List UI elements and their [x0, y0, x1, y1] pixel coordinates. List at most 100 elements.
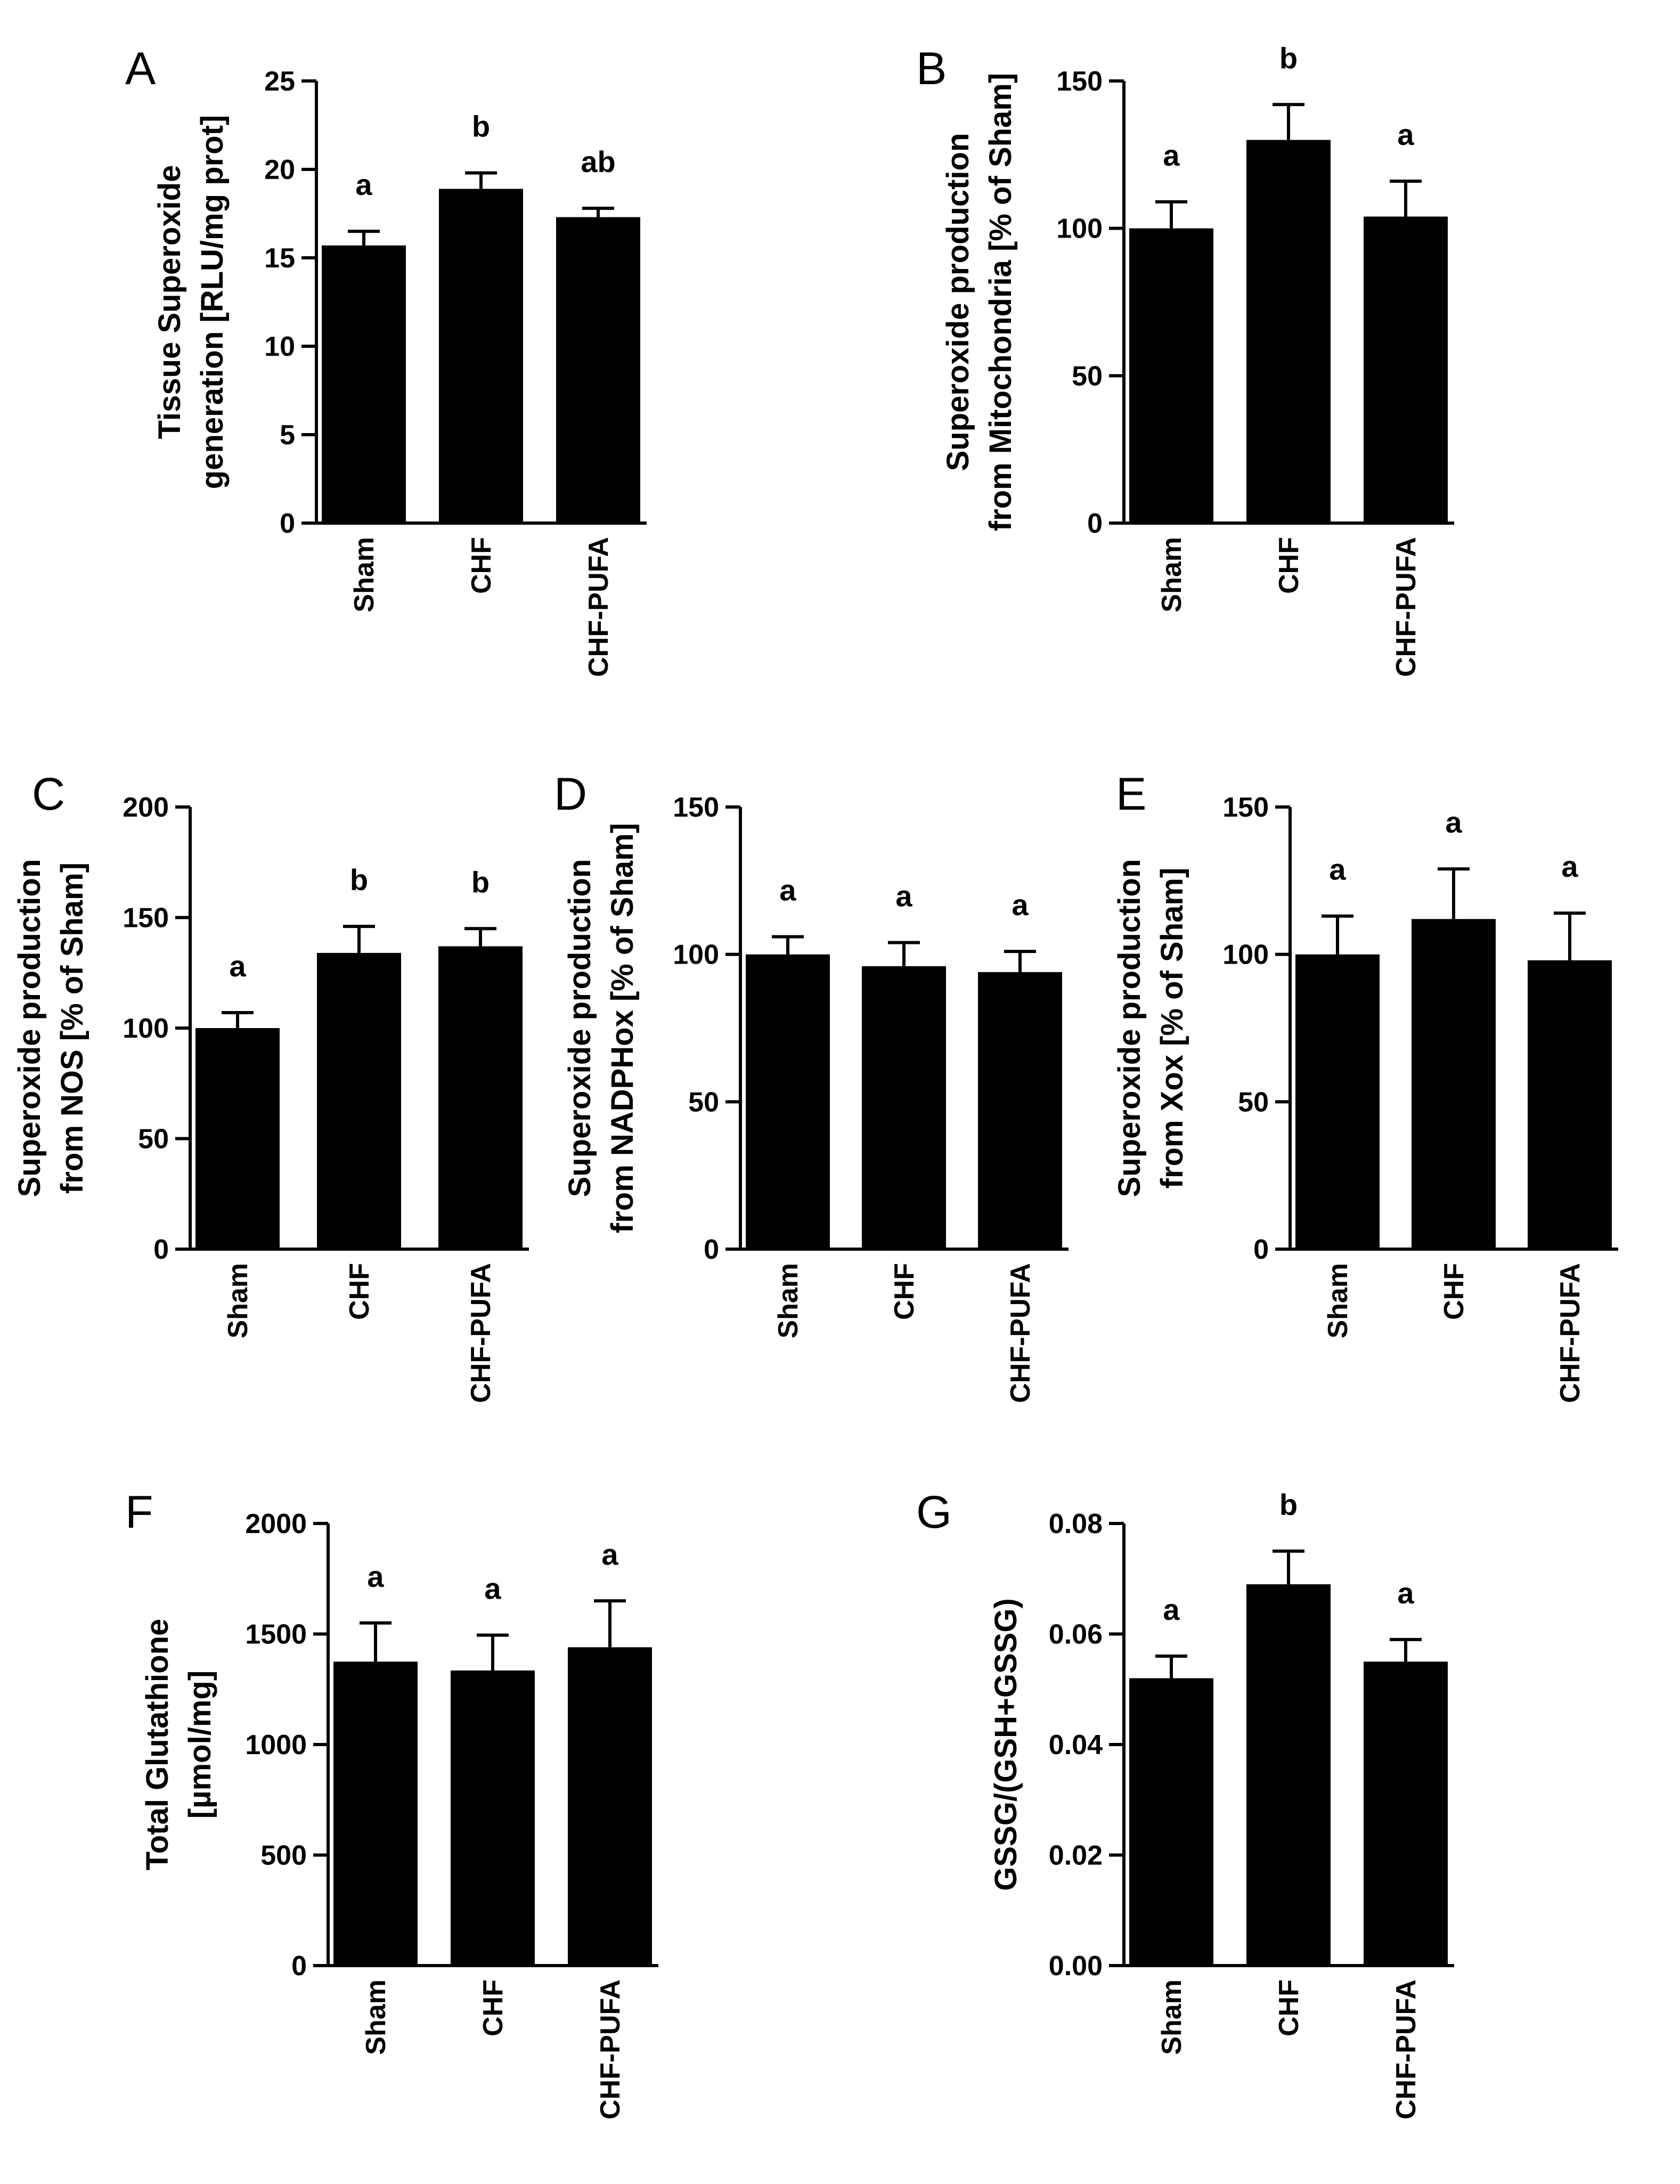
- x-tick-label: CHF-PUFA: [1555, 1263, 1586, 1403]
- significance-label: a: [779, 873, 796, 907]
- y-tick-label: 50: [138, 1124, 169, 1155]
- x-tick-label: Sham: [223, 1263, 254, 1339]
- y-tick-label: 10: [264, 331, 295, 362]
- x-tick-label: Sham: [1156, 1979, 1187, 2055]
- y-tick-label: 50: [1072, 361, 1103, 392]
- y-axis-title: Superoxide production: [1112, 859, 1147, 1197]
- bar: [1295, 954, 1380, 1249]
- bar: [556, 217, 640, 523]
- significance-label: ab: [581, 145, 615, 178]
- y-tick-label: 25: [264, 66, 295, 97]
- x-tick-label: CHF-PUFA: [1391, 1979, 1422, 2120]
- y-axis-title: Superoxide production: [12, 859, 47, 1197]
- x-tick-label: Sham: [773, 1263, 804, 1339]
- y-tick-label: 0.02: [1049, 1840, 1103, 1871]
- significance-label: b: [1279, 41, 1298, 75]
- y-tick-label: 0: [291, 1951, 307, 1982]
- y-axis-title: from Xox [% of Sham]: [1155, 868, 1189, 1189]
- chart-panel-e: Ea a a 0 50 100 150 Sham CHF CHF-PUFA Superoxide p…: [1112, 769, 1618, 1403]
- panel-label: F: [125, 1487, 153, 1538]
- y-tick-label: 0: [1253, 1234, 1269, 1265]
- significance-label: a: [895, 879, 912, 913]
- significance-label: a: [367, 1560, 384, 1593]
- significance-label: a: [1561, 850, 1578, 883]
- x-tick-label: CHF: [466, 537, 497, 594]
- bar: [1364, 1661, 1448, 1966]
- chart-panel-f: Fa a a 0 500 1000 1500 2000 Sham CHF CHF-PUFA Total…: [125, 1487, 658, 2120]
- significance-label: a: [484, 1572, 501, 1606]
- y-tick-label: 100: [123, 1013, 169, 1044]
- x-tick-label: CHF: [1439, 1263, 1470, 1320]
- x-tick-label: CHF: [889, 1263, 920, 1320]
- y-axis-title: from NADPHox [% of Sham]: [605, 823, 640, 1233]
- x-tick-label: CHF-PUFA: [595, 1979, 626, 2120]
- bar: [317, 952, 401, 1249]
- bar: [1129, 228, 1213, 524]
- chart-panel-g: Ga b a 0.00 0.02 0.04 0.06 0.08 Sham CHF CHF-PUFA G…: [916, 1487, 1454, 2120]
- y-axis-title: Tissue Superoxide: [152, 165, 187, 439]
- y-tick-label: 20: [264, 154, 295, 185]
- significance-label: a: [601, 1537, 618, 1571]
- significance-label: a: [229, 949, 246, 983]
- panel-label: D: [554, 769, 587, 820]
- x-tick-label: Sham: [1156, 537, 1187, 613]
- significance-label: a: [1397, 118, 1414, 151]
- significance-label: a: [1329, 853, 1346, 886]
- y-tick-label: 2000: [245, 1509, 307, 1539]
- y-tick-label: 1500: [245, 1619, 307, 1650]
- bar: [322, 245, 406, 523]
- y-tick-label: 0.00: [1049, 1951, 1103, 1982]
- bar: [1246, 1584, 1331, 1966]
- bar: [1412, 919, 1496, 1249]
- significance-label: b: [472, 110, 490, 143]
- bar: [1528, 960, 1612, 1249]
- x-tick-label: Sham: [349, 537, 380, 613]
- chart-panel-d: Da a a 0 50 100 150 Sham CHF CHF-PUFA Superoxide p…: [554, 769, 1069, 1403]
- x-tick-label: CHF: [1274, 537, 1304, 594]
- bar: [1129, 1678, 1213, 1966]
- bar: [451, 1670, 535, 1966]
- y-axis-title: from Mitochondria [% of Sham]: [983, 73, 1018, 531]
- significance-label: a: [1163, 1593, 1180, 1626]
- panel-label: E: [1116, 769, 1146, 820]
- chart-panel-c: Ca b b 0 50 100 150 200 Sham CHF CHF-PUFA Superoxid…: [12, 769, 529, 1403]
- y-axis-title: generation [RLU/mg prot]: [195, 115, 230, 489]
- y-tick-label: 0: [153, 1234, 169, 1265]
- y-axis-title: from NOS [% of Sham]: [55, 862, 89, 1194]
- panel-label: B: [916, 43, 947, 94]
- y-tick-label: 150: [1056, 66, 1103, 97]
- y-tick-label: 0: [280, 508, 295, 539]
- y-axis-title: GSSG/(GSH+GSSG): [989, 1598, 1023, 1891]
- y-tick-label: 0: [704, 1234, 719, 1265]
- bar: [978, 972, 1062, 1249]
- significance-label: b: [1279, 1488, 1298, 1521]
- y-tick-label: 500: [260, 1840, 307, 1871]
- x-tick-label: Sham: [361, 1979, 392, 2055]
- significance-label: a: [1163, 138, 1180, 172]
- significance-label: b: [350, 863, 368, 897]
- y-axis-title: Superoxide production: [562, 859, 597, 1197]
- y-tick-label: 50: [688, 1087, 719, 1118]
- bar: [1364, 216, 1448, 523]
- bar: [439, 189, 523, 523]
- significance-label: a: [355, 168, 372, 201]
- bar: [862, 966, 946, 1249]
- panel-label: A: [125, 43, 156, 94]
- y-axis-title: Superoxide production: [941, 133, 975, 471]
- y-tick-label: 5: [280, 420, 295, 451]
- x-tick-label: CHF: [478, 1979, 509, 2036]
- y-axis-title: Total Glutathione: [140, 1619, 175, 1871]
- y-tick-label: 150: [123, 903, 169, 934]
- y-tick-label: 0.08: [1049, 1509, 1103, 1539]
- y-tick-label: 100: [1056, 214, 1103, 245]
- y-tick-label: 0.04: [1049, 1730, 1103, 1761]
- y-tick-label: 100: [673, 940, 719, 971]
- significance-label: a: [1012, 888, 1029, 922]
- chart-panel-b: Ba b a 0 50 100 150 Sham CHF CHF-PUFA Superoxide p…: [916, 41, 1454, 677]
- y-tick-label: 200: [123, 792, 169, 823]
- x-tick-label: CHF-PUFA: [1391, 537, 1422, 677]
- y-axis-title: [µmol/mg]: [183, 1670, 217, 1819]
- y-tick-label: 50: [1238, 1087, 1269, 1118]
